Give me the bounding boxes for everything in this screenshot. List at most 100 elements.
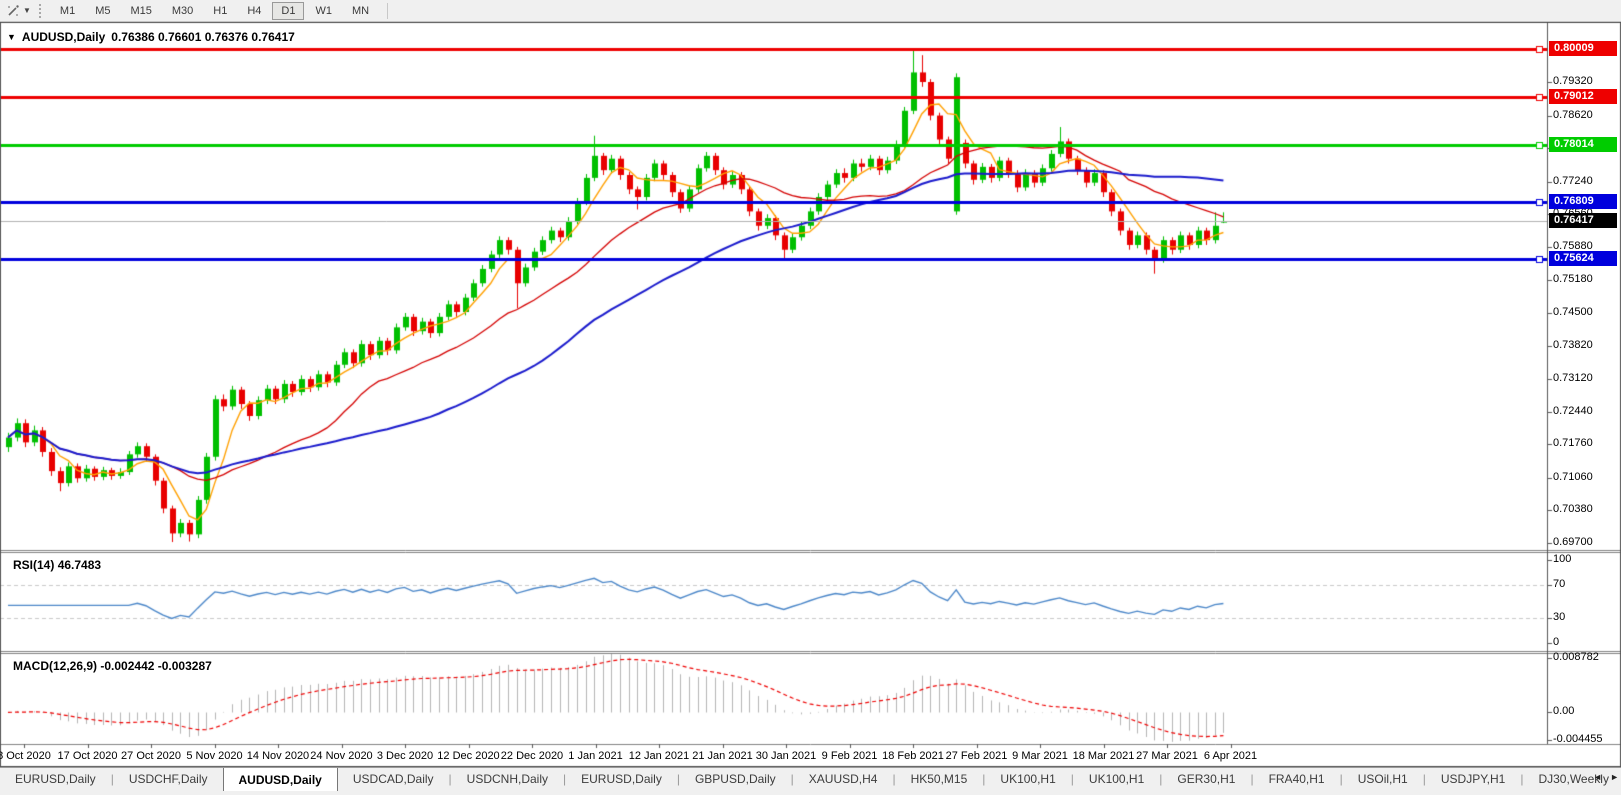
price-chart-canvas[interactable] bbox=[0, 22, 1621, 767]
timeframe-m30[interactable]: M30 bbox=[171, 4, 194, 17]
price-line-badge: 0.78014 bbox=[1549, 136, 1617, 152]
price-tick-label: 0.78620 bbox=[1553, 108, 1593, 121]
date-axis-label: 12 Jan 2021 bbox=[628, 750, 690, 762]
price-tick-label: 0.74500 bbox=[1553, 305, 1593, 318]
ohlc-readout: 0.76386 0.76601 0.76376 0.76417 bbox=[111, 30, 295, 44]
chart-tab-usoil-h1[interactable]: USOil,H1 bbox=[1357, 772, 1408, 786]
tab-divider: | bbox=[563, 772, 567, 786]
rsi-value: 46.7483 bbox=[57, 558, 102, 572]
chart-tab-hk50-m15[interactable]: HK50,M15 bbox=[910, 772, 968, 786]
timeframe-h4[interactable]: H4 bbox=[247, 4, 262, 17]
macd-name: MACD(12,26,9) bbox=[13, 659, 98, 673]
price-tick-label: 0.69700 bbox=[1553, 536, 1593, 548]
chart-tab-usdcnh-daily[interactable]: USDCNH,Daily bbox=[466, 772, 549, 786]
date-axis-label: 9 Feb 2021 bbox=[821, 750, 878, 762]
tab-scroll-right-icon[interactable]: ► bbox=[1610, 772, 1619, 782]
price-tick-label: 0.72440 bbox=[1553, 404, 1593, 417]
tab-divider: | bbox=[1422, 772, 1426, 786]
price-tick-label: 0.75880 bbox=[1553, 239, 1593, 252]
timeframe-mn[interactable]: MN bbox=[351, 4, 370, 17]
date-axis-label: 17 Oct 2020 bbox=[57, 750, 118, 762]
macd-values: -0.002442 -0.003287 bbox=[100, 659, 212, 673]
chart-tab-audusd-daily[interactable]: AUDUSD,Daily bbox=[222, 768, 338, 791]
rsi-name: RSI(14) bbox=[13, 558, 55, 572]
date-axis-label: 27 Feb 2021 bbox=[945, 750, 1008, 762]
date-axis-label: 27 Mar 2021 bbox=[1136, 750, 1198, 762]
macd-axis-label: -0.004455 bbox=[1553, 733, 1603, 745]
chart-tab-ger30-h1[interactable]: GER30,H1 bbox=[1177, 772, 1236, 786]
timeframe-m1[interactable]: M1 bbox=[59, 4, 76, 17]
price-line-badge: 0.76417 bbox=[1549, 213, 1617, 229]
chart-title: ▼ AUDUSD,Daily 0.76386 0.76601 0.76376 0… bbox=[7, 30, 295, 44]
macd-axis-label: 0.00 bbox=[1553, 705, 1575, 718]
price-tick-label: 0.75180 bbox=[1553, 273, 1593, 286]
timeframe-d1[interactable]: D1 bbox=[272, 1, 305, 20]
price-tick-label: 0.73120 bbox=[1553, 372, 1593, 385]
price-tick-label: 0.71760 bbox=[1553, 437, 1593, 450]
toolbar-separator bbox=[387, 2, 389, 19]
toolbar: ▼ M1 M5 M15 M30 H1 H4 D1 W1 MN bbox=[0, 0, 1621, 22]
tab-divider: | bbox=[110, 772, 114, 786]
date-axis-label: 12 Dec 2020 bbox=[437, 750, 500, 762]
price-line-badge: 0.80009 bbox=[1549, 41, 1617, 56]
chart-tab-gbpusd-daily[interactable]: GBPUSD,Daily bbox=[694, 772, 776, 786]
timeframe-m15[interactable]: M15 bbox=[130, 4, 152, 17]
price-line-badge: 0.75624 bbox=[1549, 251, 1617, 267]
date-axis-label: 5 Nov 2020 bbox=[186, 750, 243, 762]
price-tick-label: 0.77240 bbox=[1553, 174, 1593, 187]
chart-tab-fra40-h1[interactable]: FRA40,H1 bbox=[1268, 772, 1325, 786]
timeframe-h1[interactable]: H1 bbox=[213, 4, 228, 17]
chart-tab-uk100-h1[interactable]: UK100,H1 bbox=[1088, 772, 1145, 786]
macd-label: MACD(12,26,9) -0.002442 -0.003287 bbox=[13, 659, 212, 673]
price-tick-label: 0.73820 bbox=[1553, 338, 1593, 351]
chart-tab-eurusd-daily[interactable]: EURUSD,Daily bbox=[581, 772, 662, 786]
tab-divider: | bbox=[676, 772, 680, 786]
price-tick-label: 0.79320 bbox=[1553, 75, 1593, 88]
date-axis-label: 8 Oct 2020 bbox=[0, 750, 51, 762]
price-tick-label: 0.71060 bbox=[1553, 470, 1593, 483]
date-axis-label: 18 Mar 2021 bbox=[1072, 750, 1135, 762]
symbol-name: AUDUSD,Daily bbox=[21, 30, 106, 44]
tab-divider: | bbox=[982, 772, 986, 786]
toolbar-grip[interactable] bbox=[38, 3, 44, 18]
chart-tab-uk100-h1[interactable]: UK100,H1 bbox=[1000, 772, 1056, 786]
tab-scroll-arrows: ◄ ► bbox=[1593, 772, 1619, 782]
chart-tab-bar: EURUSD,Daily | USDCHF,Daily AUDUSD,Daily USD… bbox=[0, 767, 1621, 791]
tab-divider: | bbox=[1250, 772, 1254, 786]
chart-window: ▼ AUDUSD,Daily 0.76386 0.76601 0.76376 0… bbox=[0, 22, 1621, 767]
tab-divider: | bbox=[892, 772, 896, 786]
tab-divider: | bbox=[448, 772, 452, 786]
rsi-label: RSI(14) 46.7483 bbox=[13, 558, 101, 572]
date-axis-label: 3 Dec 2020 bbox=[376, 750, 434, 762]
date-axis-label: 1 Jan 2021 bbox=[568, 750, 623, 762]
crosshair-tool-button[interactable]: ▼ bbox=[3, 2, 34, 20]
timeframe-m5[interactable]: M5 bbox=[95, 4, 111, 17]
date-axis-label: 30 Jan 2021 bbox=[755, 750, 817, 762]
symbol-dropdown-icon[interactable]: ▼ bbox=[7, 32, 16, 42]
tab-scroll-left-icon[interactable]: ◄ bbox=[1593, 772, 1603, 782]
bottom-strip bbox=[0, 791, 1621, 795]
macd-axis-label: 0.008782 bbox=[1553, 651, 1599, 663]
tab-divider: | bbox=[1339, 772, 1343, 786]
date-axis-label: 21 Jan 2021 bbox=[692, 750, 753, 762]
date-axis-label: 9 Mar 2021 bbox=[1012, 750, 1068, 762]
date-axis-label: 14 Nov 2020 bbox=[246, 750, 310, 762]
price-line-badge: 0.79012 bbox=[1549, 88, 1617, 104]
timeframe-buttons: M1 M5 M15 M30 H1 H4 D1 W1 MN bbox=[50, 1, 379, 20]
tab-divider: | bbox=[1520, 772, 1524, 786]
date-axis-label: 18 Feb 2021 bbox=[882, 750, 944, 762]
rsi-axis-label: 70 bbox=[1553, 577, 1566, 590]
tab-divider: | bbox=[1159, 772, 1163, 786]
chart-tab-usdjpy-h1[interactable]: USDJPY,H1 bbox=[1440, 772, 1506, 786]
chart-tab-usdchf-daily[interactable]: USDCHF,Daily bbox=[128, 772, 208, 786]
date-axis-label: 27 Oct 2020 bbox=[121, 750, 181, 762]
chart-tab-eurusd-daily[interactable]: EURUSD,Daily bbox=[15, 772, 96, 786]
chart-tab-dj30-weekly[interactable]: DJ30,Weekly bbox=[1538, 772, 1609, 786]
rsi-axis-label: 0 bbox=[1553, 636, 1560, 648]
dropdown-caret-icon: ▼ bbox=[23, 6, 31, 15]
timeframe-w1[interactable]: W1 bbox=[315, 4, 332, 17]
price-tick-label: 0.70380 bbox=[1553, 503, 1593, 516]
chart-tab-xauusd-h4[interactable]: XAUUSD,H4 bbox=[808, 772, 878, 786]
chart-tab-usdcad-daily[interactable]: USDCAD,Daily bbox=[352, 772, 434, 786]
tab-divider: | bbox=[1070, 772, 1074, 786]
